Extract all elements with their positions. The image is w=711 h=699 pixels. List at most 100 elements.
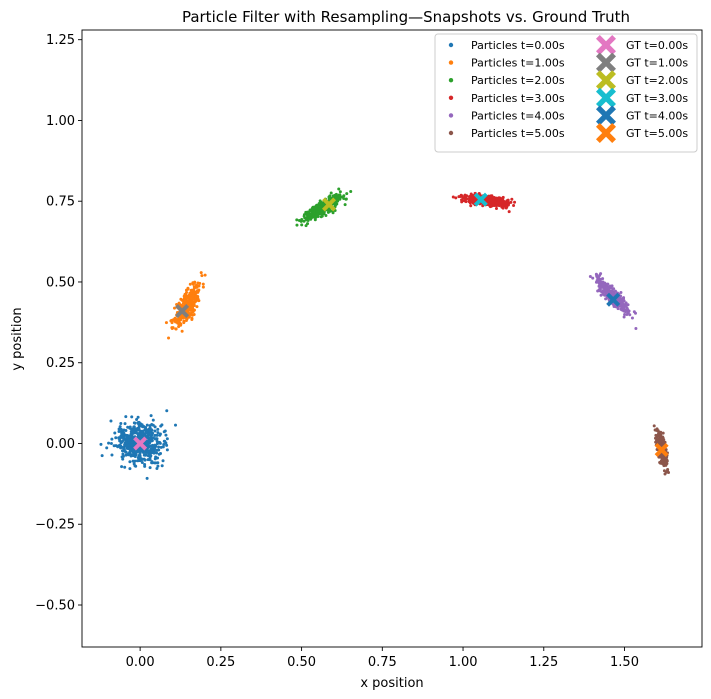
particle-point bbox=[661, 439, 665, 443]
legend-particle-label: Particles t=5.00s bbox=[471, 127, 565, 140]
particle-point bbox=[349, 189, 353, 193]
particle-point bbox=[188, 282, 192, 286]
particle-point bbox=[337, 194, 341, 198]
particle-point bbox=[174, 423, 178, 427]
particles-layer bbox=[99, 187, 671, 480]
particle-point bbox=[114, 436, 118, 440]
particle-point bbox=[124, 437, 128, 440]
y-tick-label: 1.25 bbox=[46, 33, 75, 48]
particle-point bbox=[173, 316, 177, 320]
particle-point bbox=[124, 429, 128, 433]
particle-point bbox=[487, 201, 491, 205]
particle-point bbox=[194, 291, 198, 295]
particle-point bbox=[146, 435, 150, 439]
particle-point bbox=[180, 329, 184, 333]
particle-point bbox=[659, 437, 663, 441]
particle-point bbox=[158, 432, 162, 436]
particle-point bbox=[128, 446, 132, 450]
particle-point bbox=[612, 287, 616, 291]
particle-point bbox=[138, 431, 142, 435]
particle-point bbox=[155, 451, 159, 455]
particle-point bbox=[155, 439, 159, 443]
particle-point bbox=[125, 439, 129, 443]
particle-point bbox=[607, 290, 611, 294]
particle-point bbox=[313, 218, 317, 222]
particle-point bbox=[138, 451, 142, 455]
chart-title: Particle Filter with Resampling—Snapshot… bbox=[182, 8, 630, 26]
particle-point bbox=[652, 424, 656, 428]
particle-point bbox=[320, 211, 324, 215]
particle-point bbox=[135, 418, 139, 422]
particle-point bbox=[308, 209, 312, 213]
particle-point bbox=[314, 206, 318, 210]
particle-point bbox=[623, 309, 627, 313]
particle-point bbox=[588, 274, 592, 278]
particle-point bbox=[498, 203, 502, 207]
particle-point bbox=[504, 204, 508, 208]
particle-point bbox=[117, 437, 121, 441]
particle-point bbox=[162, 430, 166, 434]
particle-point bbox=[454, 196, 458, 200]
particle-point bbox=[119, 434, 123, 438]
particle-point bbox=[121, 452, 125, 456]
particle-point bbox=[112, 444, 116, 448]
particle-point bbox=[302, 219, 306, 223]
particle-point bbox=[488, 198, 492, 202]
particle-point bbox=[135, 428, 139, 432]
particle-point bbox=[133, 421, 137, 425]
particle-point bbox=[137, 421, 141, 425]
particle-point bbox=[334, 192, 338, 196]
particle-point bbox=[622, 306, 626, 310]
particle-point bbox=[120, 455, 124, 459]
particle-point bbox=[196, 281, 200, 285]
legend-gt-label: GT t=3.00s bbox=[626, 92, 688, 105]
y-tick-label: 0.25 bbox=[46, 356, 75, 371]
legend-particle-label: Particles t=0.00s bbox=[471, 39, 565, 52]
particle-point bbox=[630, 316, 634, 320]
particle-point bbox=[597, 284, 601, 288]
particle-point bbox=[654, 428, 658, 432]
particle-point bbox=[132, 425, 136, 429]
particle-point bbox=[131, 439, 135, 443]
particle-point bbox=[324, 213, 328, 217]
particle-point bbox=[133, 450, 137, 454]
particle-point bbox=[143, 462, 147, 466]
particle-point bbox=[107, 441, 111, 445]
particle-point bbox=[492, 203, 496, 207]
particle-point bbox=[128, 425, 132, 429]
particle-point bbox=[140, 460, 144, 464]
particle-point bbox=[196, 297, 200, 301]
particle-point bbox=[614, 305, 618, 309]
particle-point bbox=[189, 291, 193, 295]
particle-point bbox=[312, 210, 316, 214]
particle-point bbox=[497, 197, 501, 201]
particle-point bbox=[137, 455, 141, 459]
particle-point bbox=[123, 422, 127, 426]
particle-point bbox=[340, 195, 344, 199]
particle-point bbox=[591, 276, 595, 280]
particle-point bbox=[601, 277, 605, 281]
particle-point bbox=[133, 459, 137, 463]
particle-point bbox=[148, 466, 152, 470]
particle-point bbox=[295, 223, 299, 227]
particle-point bbox=[173, 306, 176, 310]
particle-point bbox=[119, 422, 123, 426]
particle-point bbox=[295, 218, 299, 222]
particle-point bbox=[658, 434, 662, 438]
particle-point bbox=[605, 286, 609, 290]
particle-point bbox=[317, 201, 321, 205]
particle-point bbox=[109, 419, 113, 423]
particle-point bbox=[185, 290, 188, 294]
particle-point bbox=[156, 431, 160, 435]
legend-box bbox=[434, 33, 698, 153]
particle-point bbox=[165, 409, 169, 413]
particle-point bbox=[130, 454, 134, 458]
particle-point bbox=[459, 195, 463, 199]
particle-point bbox=[184, 318, 188, 322]
particle-point bbox=[190, 317, 194, 321]
y-tick-label: −0.25 bbox=[35, 518, 75, 533]
x-axis: 0.00 0.25 0.50 0.75 1.00 1.25 1.50 bbox=[126, 647, 639, 670]
legend-particle-swatch bbox=[448, 78, 454, 83]
particle-point bbox=[144, 427, 148, 431]
particle-point bbox=[118, 444, 122, 448]
